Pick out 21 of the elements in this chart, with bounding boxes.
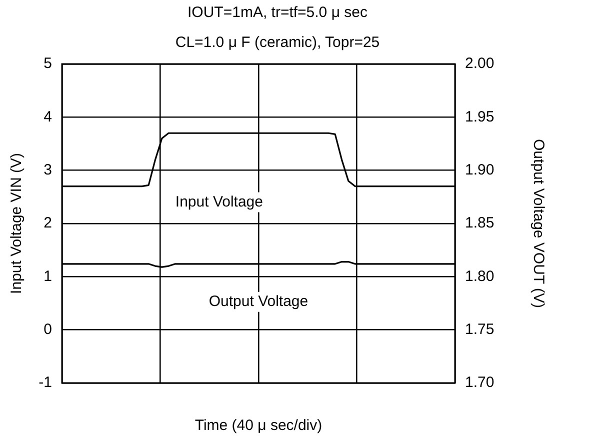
y2-axis-title: Output Voltage VOUT (V) — [530, 139, 547, 308]
y-axis-title: Input Voltage VIN (V) — [8, 153, 26, 294]
y-tick-label: 4 — [44, 108, 52, 126]
y-tick-label: 0 — [44, 320, 52, 338]
y-tick-label: 1 — [44, 268, 52, 285]
y2-tick-label: 1.95 — [465, 108, 494, 126]
chart-title: IOUT=1mA, tr=tf=5.0 μ sec — [188, 4, 368, 22]
y2-tick-label: 1.75 — [465, 320, 494, 338]
series-label: Input Voltage — [175, 193, 263, 210]
x-axis-title: Time (40 μ sec/div) — [194, 417, 322, 434]
y-tick-label: -1 — [38, 374, 52, 392]
y2-tick-label: 1.90 — [465, 161, 494, 178]
chart-subtitle: CL=1.0 μ F (ceramic), Topr=25 — [175, 34, 380, 52]
y-tick-label: 2 — [44, 214, 52, 232]
y-tick-label: 3 — [44, 161, 52, 178]
y-tick-label: 5 — [44, 55, 52, 72]
y2-tick-label: 1.85 — [465, 214, 494, 232]
y2-tick-label: 1.70 — [465, 374, 494, 392]
series-label: Output Voltage — [208, 293, 308, 310]
y2-tick-label: 1.80 — [465, 268, 494, 285]
y2-tick-label: 2.00 — [465, 55, 494, 72]
